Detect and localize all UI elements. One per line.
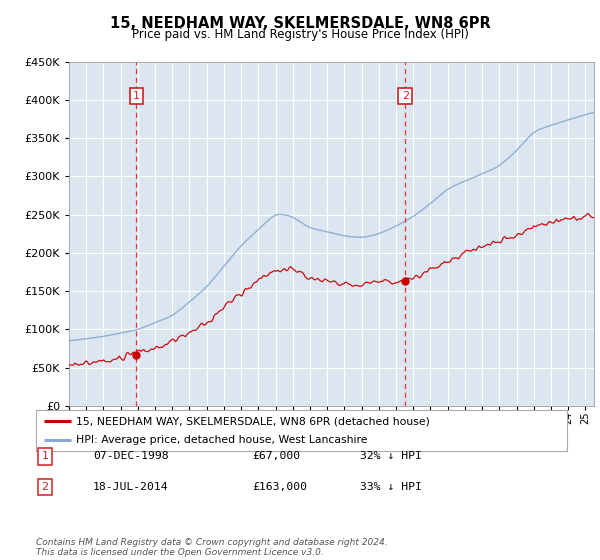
Text: £163,000: £163,000 [252, 482, 307, 492]
Text: Contains HM Land Registry data © Crown copyright and database right 2024.
This d: Contains HM Land Registry data © Crown c… [36, 538, 388, 557]
Text: 2: 2 [41, 482, 49, 492]
Text: 15, NEEDHAM WAY, SKELMERSDALE, WN8 6PR: 15, NEEDHAM WAY, SKELMERSDALE, WN8 6PR [110, 16, 490, 31]
Text: 18-JUL-2014: 18-JUL-2014 [93, 482, 169, 492]
Text: Price paid vs. HM Land Registry's House Price Index (HPI): Price paid vs. HM Land Registry's House … [131, 28, 469, 41]
Text: 1: 1 [41, 451, 49, 461]
Text: HPI: Average price, detached house, West Lancashire: HPI: Average price, detached house, West… [76, 435, 367, 445]
Text: 07-DEC-1998: 07-DEC-1998 [93, 451, 169, 461]
Text: 1: 1 [133, 91, 140, 101]
Text: £67,000: £67,000 [252, 451, 300, 461]
Text: 32% ↓ HPI: 32% ↓ HPI [360, 451, 422, 461]
Text: 33% ↓ HPI: 33% ↓ HPI [360, 482, 422, 492]
Text: 15, NEEDHAM WAY, SKELMERSDALE, WN8 6PR (detached house): 15, NEEDHAM WAY, SKELMERSDALE, WN8 6PR (… [76, 417, 430, 426]
Text: 2: 2 [402, 91, 409, 101]
